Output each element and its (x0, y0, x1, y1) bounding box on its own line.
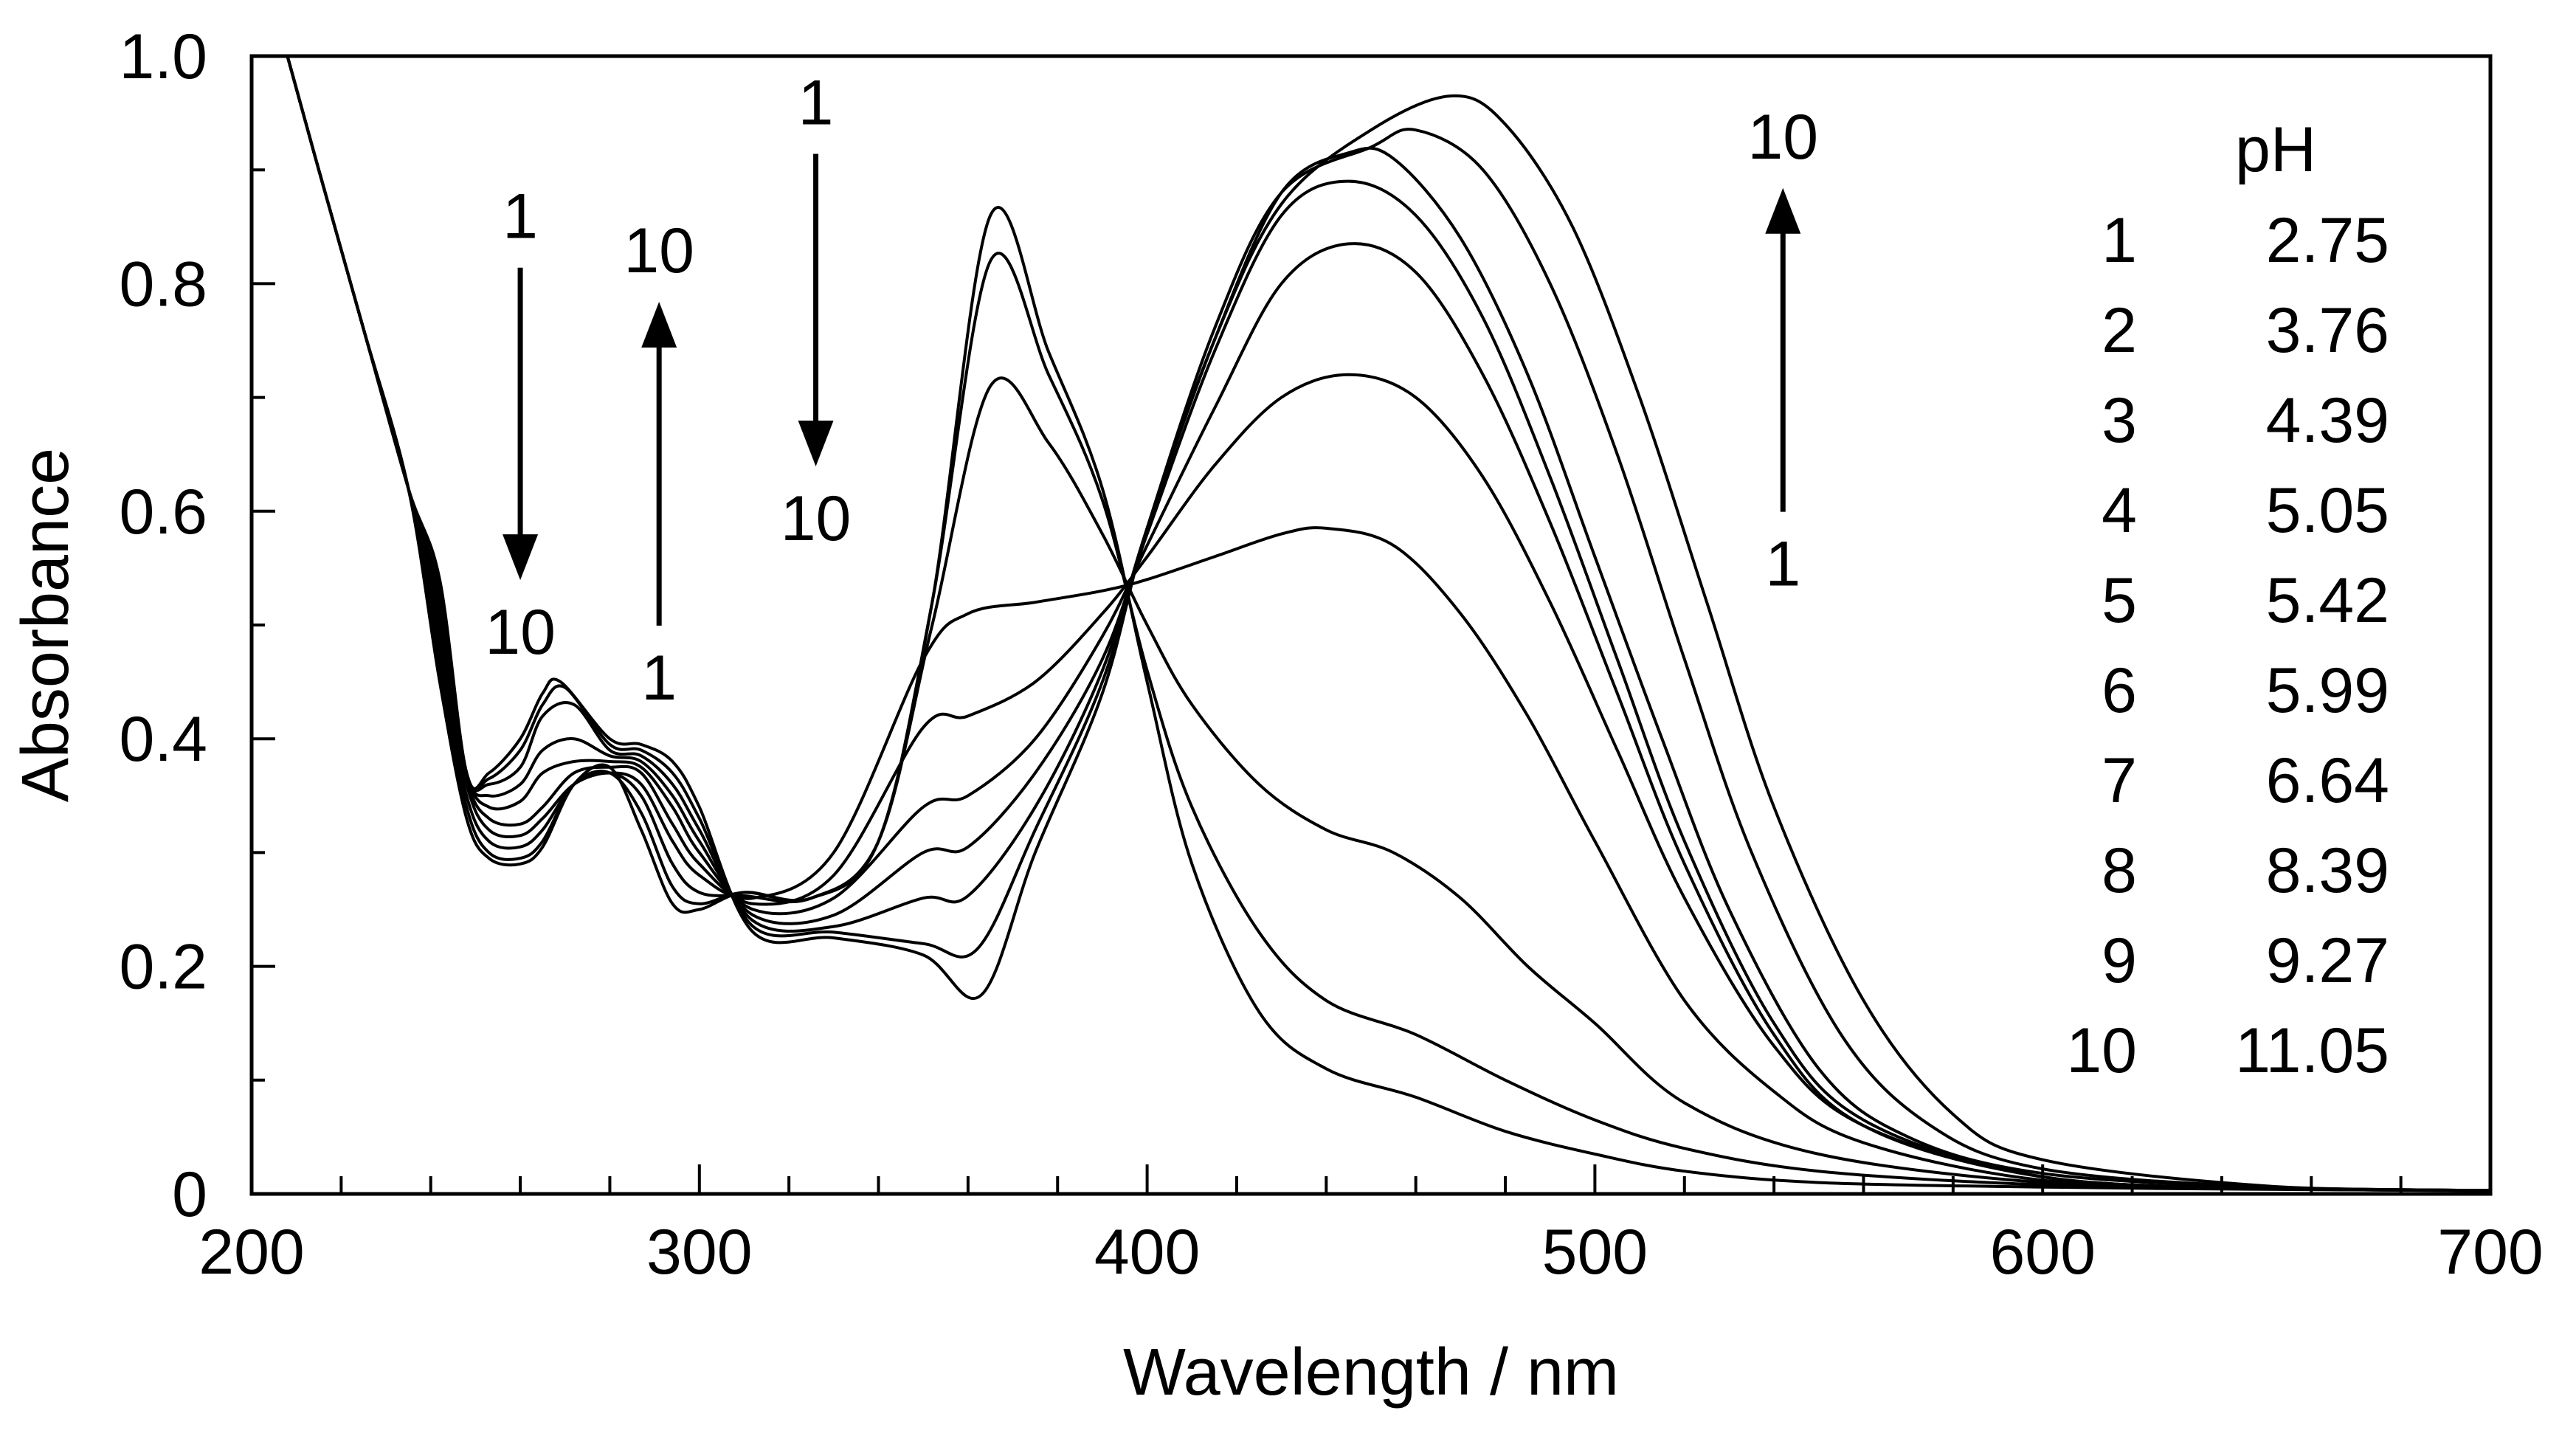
legend-entry-number: 6 (2102, 655, 2137, 726)
spectra-curves (286, 56, 2490, 1192)
trend-label-top: 1 (798, 68, 834, 139)
trend-label-bottom: 1 (641, 643, 677, 714)
spectrum-curve-10 (286, 56, 2490, 1192)
legend-entry-ph: 9.27 (2266, 925, 2389, 996)
arrow-head-down (798, 420, 834, 466)
y-tick-label: 0.4 (119, 704, 207, 775)
x-axis-title: Wavelength / nm (1123, 1336, 1619, 1409)
legend-entry-number: 4 (2102, 475, 2137, 546)
x-tick-label: 400 (1094, 1217, 1201, 1288)
spectrum-curve-3 (286, 56, 2490, 1192)
y-tick-label: 1.0 (119, 21, 207, 92)
x-tick-label: 300 (646, 1217, 753, 1288)
trend-arrow-2: 10 1 (624, 215, 694, 714)
legend-entry-ph: 4.39 (2266, 385, 2389, 456)
legend-entry-ph: 3.76 (2266, 295, 2389, 366)
arrow-head-up (641, 301, 677, 348)
legend-entry-number: 2 (2102, 295, 2137, 366)
legend-entry-number: 1 (2102, 205, 2137, 276)
arrow-head-down (503, 534, 539, 581)
legend-entry-ph: 6.64 (2266, 745, 2389, 816)
spectrum-curve-1 (286, 56, 2490, 1192)
trend-label-top: 10 (1747, 102, 1818, 173)
legend-entry-ph: 5.05 (2266, 475, 2389, 546)
legend-entry-number: 5 (2102, 565, 2137, 636)
legend-entry-ph: 2.75 (2266, 205, 2389, 276)
legend-entry-number: 8 (2102, 835, 2137, 906)
trend-label-top: 1 (503, 182, 538, 252)
spectrum-curve-4 (286, 56, 2490, 1192)
trend-label-bottom: 10 (781, 483, 852, 554)
trend-arrow-4: 10 1 (1747, 102, 1818, 600)
legend-entry-number: 3 (2102, 385, 2137, 456)
x-tick-label: 200 (198, 1217, 305, 1288)
trend-label-bottom: 10 (485, 597, 556, 668)
y-tick-label: 0.6 (119, 477, 207, 548)
arrow-head-up (1765, 187, 1801, 234)
y-axis-title: Absorbance (9, 448, 83, 802)
x-tick-label: 600 (1989, 1217, 2096, 1288)
legend-entry-number: 7 (2102, 745, 2137, 816)
y-tick-label: 0.2 (119, 932, 207, 1003)
plot-frame (249, 54, 2493, 1196)
legend-entry-number: 9 (2102, 925, 2137, 996)
legend-entry-ph: 5.99 (2266, 655, 2389, 726)
legend-title: pH (2235, 114, 2316, 185)
trend-label-bottom: 1 (1765, 529, 1800, 600)
x-tick-label: 700 (2437, 1217, 2544, 1288)
legend-entry-ph: 11.05 (2235, 1015, 2389, 1086)
trend-arrow-3: 1 10 (781, 68, 852, 554)
ph-trend-arrows: 1 10 10 1 1 10 10 1 (485, 68, 1818, 714)
y-tick-label: 0 (172, 1159, 207, 1230)
y-tick-label: 0.8 (119, 249, 207, 320)
legend-entry-ph: 5.42 (2266, 565, 2389, 636)
axis-tick-labels: 200 300 400 500 600 700 0 0.2 0.4 0.6 0.8 1.0 (119, 21, 2543, 1288)
trend-label-top: 10 (624, 215, 694, 286)
ph-legend: pH 1 2.75 2 3.76 3 4.39 4 5.05 5 5.42 6 5.99 7 6.64 8 8.… (2066, 114, 2389, 1086)
axis-ticks (250, 55, 2492, 1195)
legend-entry-ph: 8.39 (2266, 835, 2389, 906)
legend-entry-number: 10 (2066, 1015, 2137, 1086)
x-tick-label: 500 (1542, 1217, 1648, 1288)
trend-arrow-1: 1 10 (485, 182, 556, 668)
spectrum-curve-2 (286, 56, 2490, 1192)
